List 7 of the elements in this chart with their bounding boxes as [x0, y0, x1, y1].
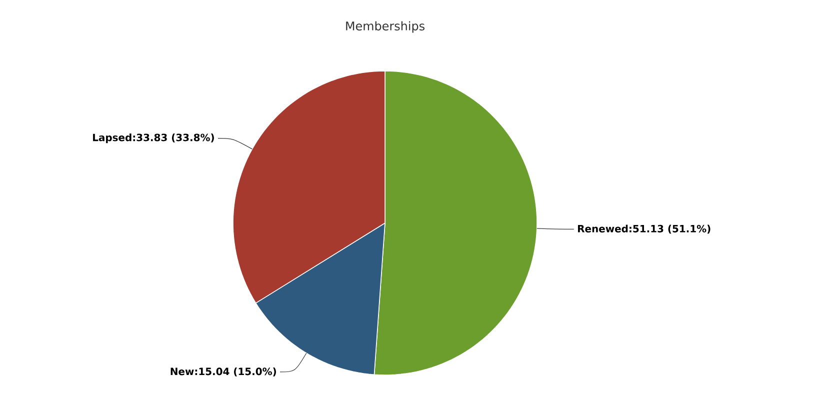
slice-label: Renewed — [578, 224, 628, 232]
slice-label: Lapsed — [93, 134, 132, 144]
data-label: :51.13 (51.1%) — [630, 224, 710, 234]
data-label: :15.04 (15.0%) — [195, 367, 276, 376]
data-label: :33.83 (33.8%) — [133, 134, 214, 142]
chart-title: Memberships — [346, 21, 424, 33]
slice-label: New — [170, 368, 194, 376]
